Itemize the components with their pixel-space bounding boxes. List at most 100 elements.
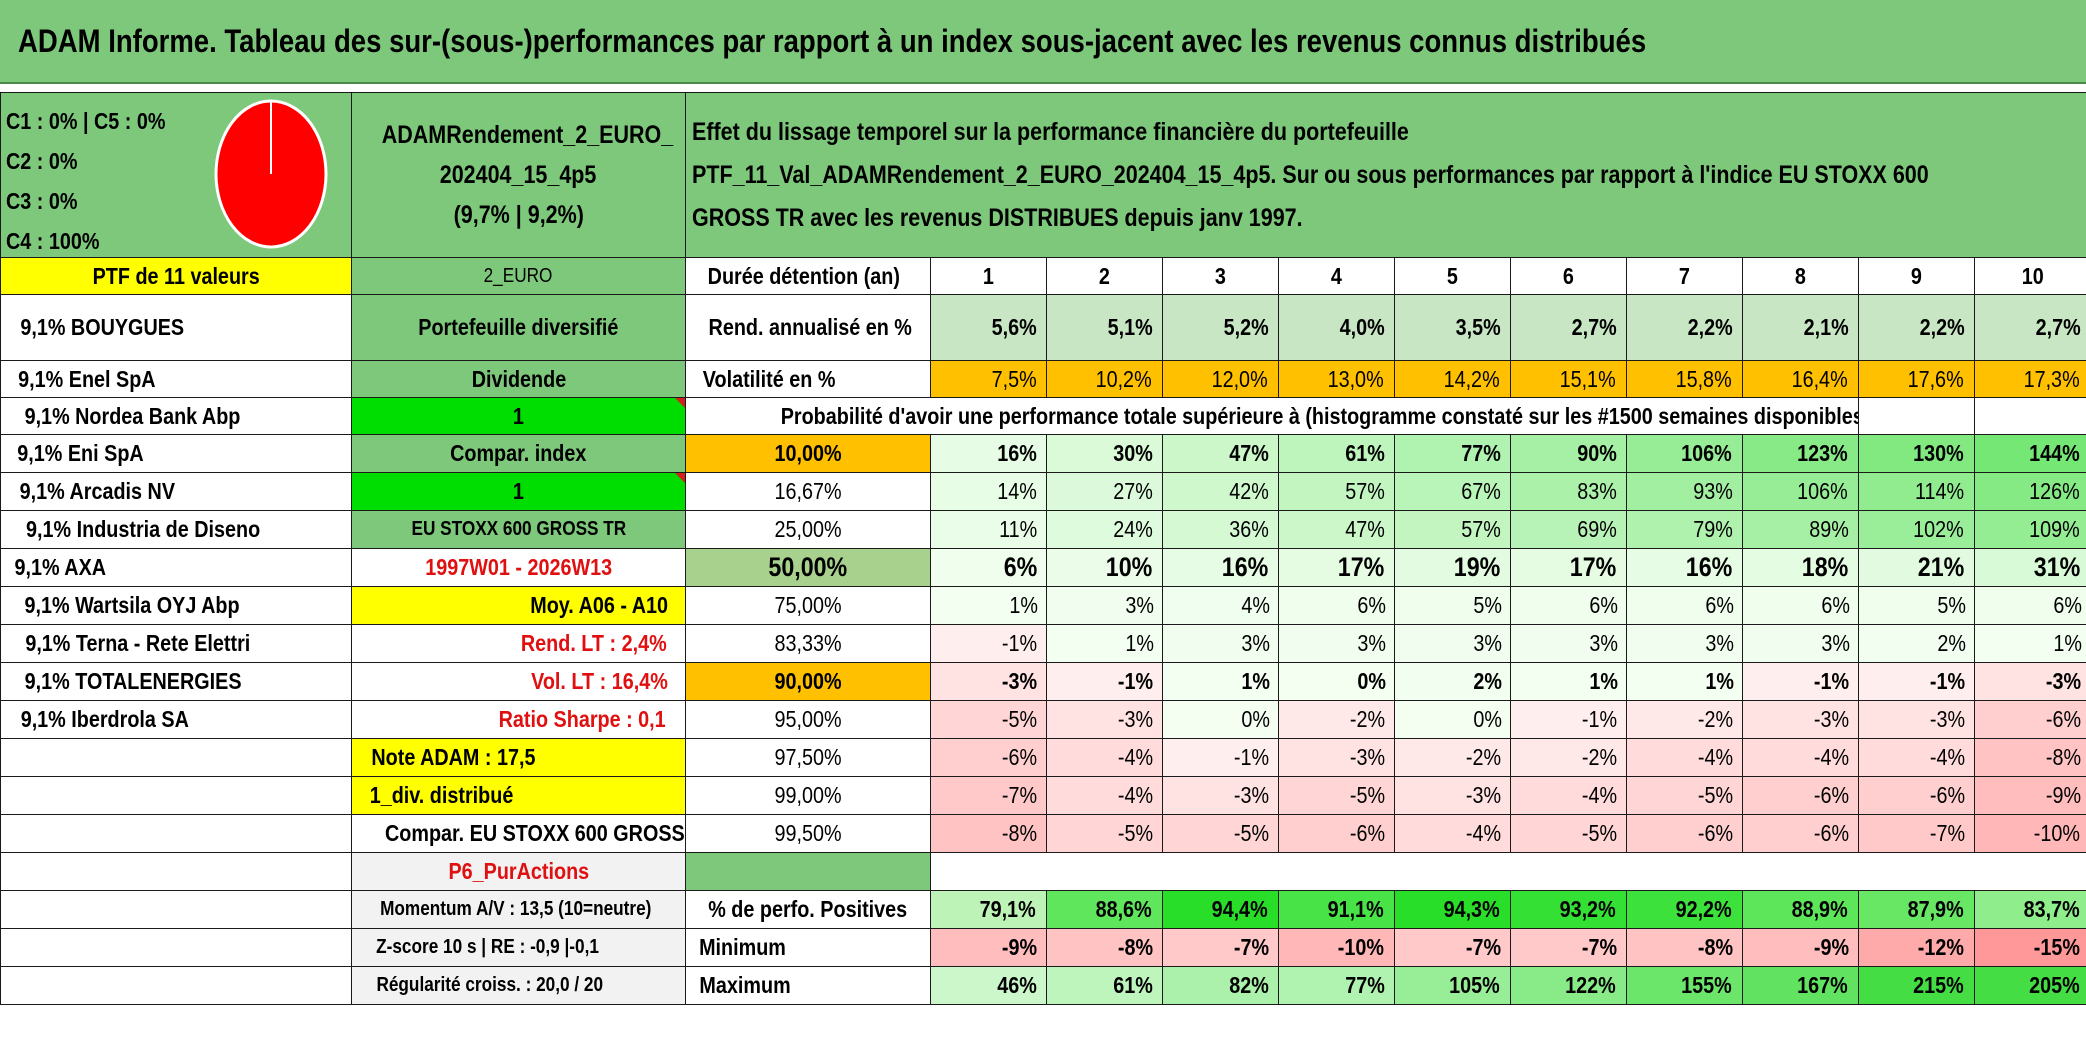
prob-8-y2-text: -4% xyxy=(1118,745,1153,769)
prob-3-y1: 6% xyxy=(931,549,1047,587)
prob-7-y6-text: -1% xyxy=(1582,707,1617,731)
vol-y3: 12,0% xyxy=(1163,361,1279,398)
year-header-5: 5 xyxy=(1395,258,1511,295)
summary-div-text: 1_div. distribué xyxy=(370,783,514,807)
vol-y5: 14,2% xyxy=(1395,361,1511,398)
year-header-2-text: 2 xyxy=(1099,264,1110,288)
holding-row: 9,1% Industria de Diseno xyxy=(1,511,352,549)
minimum-y2: -8% xyxy=(1047,929,1163,967)
summary-momentum-text: Momentum A/V : 13,5 (10=neutre) xyxy=(380,899,651,920)
prob-9-y3-text: -3% xyxy=(1234,783,1269,807)
prob-9-y6-text: -4% xyxy=(1582,783,1617,807)
prob-7-y8-text: -3% xyxy=(1814,707,1849,731)
year-header-5-text: 5 xyxy=(1447,264,1458,288)
minimum-y5-text: -7% xyxy=(1466,935,1501,959)
prob-2-y1: 11% xyxy=(931,511,1047,549)
maximum-label-text: Maximum xyxy=(699,973,790,997)
prob-8-y9: -4% xyxy=(1859,739,1975,777)
rend-label: Rend. annualisé en % xyxy=(686,295,931,361)
vol-y10: 17,3% xyxy=(1975,361,2086,398)
prob-10-y4-text: -6% xyxy=(1350,821,1385,845)
probability-threshold: 90,00% xyxy=(686,663,931,701)
summary-period: 1997W01 - 2026W13 xyxy=(352,549,686,587)
maximum-y3-text: 82% xyxy=(1229,973,1269,997)
year-header-3-text: 3 xyxy=(1215,264,1226,288)
prob-2-y5: 57% xyxy=(1395,511,1511,549)
prob-9-y10: -9% xyxy=(1975,777,2086,815)
maximum-y6-text: 122% xyxy=(1565,973,1616,997)
prob-3-y10-text: 31% xyxy=(2034,553,2080,581)
summary-zscore: Z-score 10 s | RE : -0,9 |-0,1 xyxy=(352,929,686,967)
probability-threshold: 99,00% xyxy=(686,777,931,815)
prob-3-y2: 10% xyxy=(1047,549,1163,587)
probability-threshold: 99,50% xyxy=(686,815,931,853)
summary-diversified: Portefeuille diversifié xyxy=(352,295,686,361)
prob-7-y5: 0% xyxy=(1395,701,1511,739)
prob-2-y9: 102% xyxy=(1859,511,1975,549)
rend-y10-text: 2,7% xyxy=(2035,315,2080,339)
prob-5-y10-text: 1% xyxy=(2053,631,2082,655)
empty-row xyxy=(931,853,2086,891)
vol-y2: 10,2% xyxy=(1047,361,1163,398)
prob-5-y1-text: -1% xyxy=(1002,631,1037,655)
prob-6-y3-text: 1% xyxy=(1241,669,1270,693)
prob-0-y1-text: 16% xyxy=(997,441,1037,465)
positive-y3: 94,4% xyxy=(1163,891,1279,929)
holding-row: 9,1% Wartsila OYJ Abp xyxy=(1,587,352,625)
holding-row-text: 9,1% Industria de Diseno xyxy=(26,517,260,541)
portfolio-name: ADAMRendement_2_EURO_ 202404_15_4p5 (9,7% … xyxy=(352,93,686,258)
year-header-7: 7 xyxy=(1627,258,1743,295)
rend-y1: 5,6% xyxy=(931,295,1047,361)
prob-9-y3: -3% xyxy=(1163,777,1279,815)
portfolio-name-line: 202404_15_4p5 xyxy=(358,155,679,195)
prob-8-y8-text: -4% xyxy=(1814,745,1849,769)
prob-0-y1: 16% xyxy=(931,435,1047,473)
vol-y7-text: 15,8% xyxy=(1675,367,1731,391)
holding-row-text: 9,1% TOTALENERGIES xyxy=(25,669,242,693)
prob-1-y5-text: 67% xyxy=(1461,479,1501,503)
rend-y5-text: 3,5% xyxy=(1455,315,1500,339)
vol-y6-text: 15,1% xyxy=(1559,367,1615,391)
prob-1-y2: 27% xyxy=(1047,473,1163,511)
minimum-y7: -8% xyxy=(1627,929,1743,967)
positive-y2-text: 88,6% xyxy=(1095,897,1151,921)
minimum-y10-text: -15% xyxy=(2034,935,2080,959)
prob-9-y5-text: -3% xyxy=(1466,783,1501,807)
vol-label: Volatilité en % xyxy=(686,361,931,398)
vol-y2-text: 10,2% xyxy=(1095,367,1151,391)
positive-y5-text: 94,3% xyxy=(1443,897,1499,921)
prob-10-y8-text: -6% xyxy=(1814,821,1849,845)
minimum-y1: -9% xyxy=(931,929,1047,967)
empty-holding-cell xyxy=(1,815,352,853)
prob-4-y4: 6% xyxy=(1279,587,1395,625)
prob-10-y4: -6% xyxy=(1279,815,1395,853)
prob-3-y7: 16% xyxy=(1627,549,1743,587)
report-title: ADAM Informe. Tableau des sur-(sous-)per… xyxy=(0,0,2086,84)
probability-threshold-text: 50,00% xyxy=(769,553,848,581)
prob-1-y6-text: 83% xyxy=(1577,479,1617,503)
maximum-y4: 77% xyxy=(1279,967,1395,1005)
minimum-y9-text: -12% xyxy=(1918,935,1964,959)
prob-2-y6: 69% xyxy=(1511,511,1627,549)
prob-7-y7: -2% xyxy=(1627,701,1743,739)
rend-y9: 2,2% xyxy=(1859,295,1975,361)
prob-3-y3-text: 16% xyxy=(1222,553,1268,581)
prob-10-y1-text: -8% xyxy=(1002,821,1037,845)
vol-y4: 13,0% xyxy=(1279,361,1395,398)
probability-threshold-text: 97,50% xyxy=(774,745,841,769)
prob-8-y2: -4% xyxy=(1047,739,1163,777)
prob-8-y4: -3% xyxy=(1279,739,1395,777)
positive-label: % de perfo. Positives xyxy=(686,891,931,929)
vol-y3-text: 12,0% xyxy=(1211,367,1267,391)
summary-one_a: 1 xyxy=(352,398,686,435)
prob-9-y8-text: -6% xyxy=(1814,783,1849,807)
prob-2-y8: 89% xyxy=(1743,511,1859,549)
positive-y5: 94,3% xyxy=(1395,891,1511,929)
prob-10-y9: -7% xyxy=(1859,815,1975,853)
holding-row-text: 9,1% Nordea Bank Abp xyxy=(25,404,241,428)
summary-compar-text: Compar. EU STOXX 600 GROSS TR xyxy=(385,821,686,845)
prob-2-y7-text: 79% xyxy=(1693,517,1733,541)
year-header-4: 4 xyxy=(1279,258,1395,295)
holding-row-text: 9,1% AXA xyxy=(14,555,106,579)
prob-9-y7: -5% xyxy=(1627,777,1743,815)
